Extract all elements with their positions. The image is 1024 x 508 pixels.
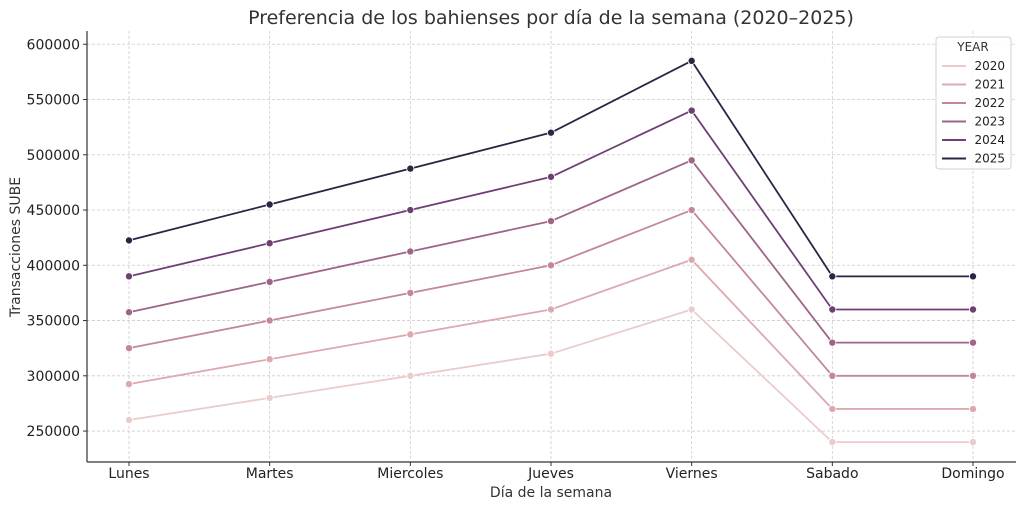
data-point [406,247,415,256]
data-point [125,236,134,245]
legend-item-2023: 2023 [942,115,1005,129]
y-tick-label: 500000 [27,148,80,164]
series-2024 [125,106,978,314]
y-tick-label: 250000 [27,424,80,440]
data-point [406,206,415,215]
data-point [687,255,696,264]
legend-label: 2021 [974,78,1005,92]
data-point [265,355,274,364]
x-tick-label: Sabado [806,466,858,482]
data-point [687,156,696,165]
data-point [547,172,556,181]
data-point [406,288,415,297]
legend-item-2022: 2022 [942,96,1005,110]
data-point [125,308,134,317]
legend-label: 2023 [974,115,1005,129]
x-axis-label: Día de la semana [490,485,612,501]
y-tick-label: 400000 [27,258,80,274]
y-tick-label: 350000 [27,314,80,330]
legend: YEAR 2020 2021 2022 2023 2024 2025 [935,36,1012,170]
legend-item-2020: 2020 [942,59,1005,73]
legend-label: 2025 [974,152,1005,166]
data-point [828,371,837,380]
series-2025 [125,56,978,281]
data-point [828,305,837,314]
series-2021 [125,255,978,413]
data-point [828,438,837,447]
data-point [406,330,415,339]
chart-title: Preferencia de los bahienses por día de … [248,7,854,29]
data-point [969,438,978,447]
y-axis-label: Transacciones SUBE [8,177,24,318]
x-tick-label: Lunes [108,466,149,482]
data-point [265,239,274,248]
y-tick-label: 300000 [27,369,80,385]
x-tick-label: Jueves [527,466,574,482]
grid [87,31,1016,462]
data-point [547,128,556,137]
series-line [128,109,973,311]
data-point [969,371,978,380]
x-tick-label: Viernes [666,466,718,482]
data-point [687,206,696,215]
axes: 250000 300000 350000 400000 450000 500000 5500… [27,31,1016,482]
legend-label: 2020 [974,59,1005,73]
data-point [406,371,415,380]
data-point [125,272,134,281]
data-point [406,164,415,173]
data-point [969,338,978,347]
legend-label: 2024 [974,133,1005,147]
data-point [828,272,837,281]
y-tick-label: 450000 [27,203,80,219]
data-point [547,261,556,270]
series-2022 [125,206,978,380]
data-point [125,344,134,353]
x-tick-label: Domingo [941,466,1004,482]
data-point [547,305,556,314]
data-point [969,305,978,314]
series-2020 [125,305,978,447]
data-point [828,338,837,347]
y-tick-label: 600000 [27,37,80,53]
data-point [265,393,274,402]
legend-title: YEAR [956,40,988,54]
data-point [687,305,696,314]
legend-label: 2022 [974,96,1005,110]
legend-item-2024: 2024 [942,133,1005,147]
data-point [687,106,696,115]
data-point [265,277,274,286]
data-point [687,56,696,65]
x-tick-label: Martes [246,466,294,482]
y-tick-label: 550000 [27,93,80,109]
data-point [547,349,556,358]
data-point [265,316,274,325]
series-group [125,56,978,447]
legend-box [935,36,1012,170]
data-point [969,404,978,413]
data-point [265,200,274,209]
data-point [828,404,837,413]
legend-item-2021: 2021 [942,78,1005,92]
x-tick-label: Miercoles [377,466,443,482]
data-point [969,272,978,281]
series-2023 [125,156,978,347]
legend-item-2025: 2025 [942,152,1005,166]
data-point [125,380,134,389]
data-point [125,416,134,425]
data-point [547,217,556,226]
